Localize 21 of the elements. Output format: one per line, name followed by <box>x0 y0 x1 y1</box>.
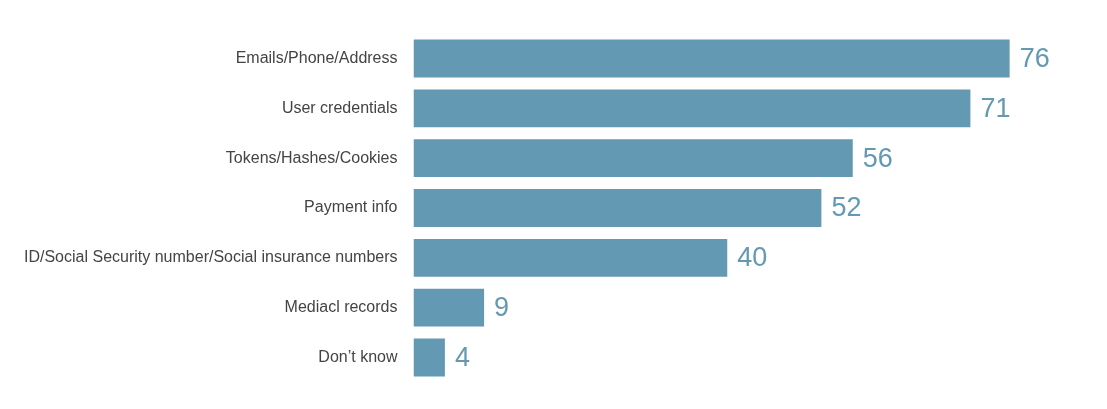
y-tick-label: Don’t know <box>318 347 398 365</box>
y-tick-label: User credentials <box>281 98 398 116</box>
bar <box>413 288 485 327</box>
bar <box>413 39 1010 78</box>
bar <box>413 89 971 128</box>
bar <box>413 189 822 227</box>
bar <box>413 139 853 178</box>
y-tick-label: Tokens/Hashes/Cookies <box>225 148 398 166</box>
bar <box>413 338 445 377</box>
data-label: 4 <box>454 341 470 372</box>
data-label: 56 <box>862 142 893 173</box>
y-tick-label: Mediacl records <box>284 298 398 316</box>
data-label: 52 <box>831 192 862 223</box>
data-label: 40 <box>737 242 768 273</box>
y-tick-label: ID/Social Security number/Social insurance numbers <box>24 248 398 266</box>
y-tick-label: Payment info <box>304 198 398 216</box>
data-label: 9 <box>494 292 510 323</box>
bar <box>413 238 728 277</box>
data-label: 71 <box>980 92 1011 123</box>
y-tick-label: Emails/Phone/Address <box>235 48 398 66</box>
data-label: 76 <box>1019 42 1050 73</box>
